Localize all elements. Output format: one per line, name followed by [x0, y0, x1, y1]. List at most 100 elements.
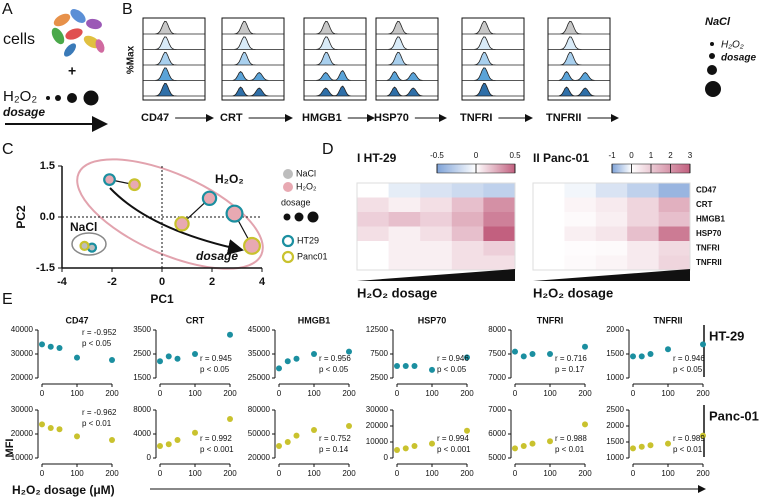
heatmap-cell	[595, 197, 628, 213]
x-axis-label: H₂O₂ dosage (μM)	[12, 483, 115, 497]
row-label: TNFRII	[696, 258, 722, 267]
dosage-label: dosage	[3, 105, 45, 119]
histogram-ridge	[376, 86, 438, 97]
heatmap-cell	[627, 197, 659, 213]
heatmap-cell	[483, 197, 516, 213]
x-axis-label: H₂O₂ dosage	[533, 285, 613, 300]
x-tick-label: 100	[543, 389, 557, 398]
panel-label: E	[2, 291, 13, 308]
legend-label: NaCl	[296, 168, 316, 178]
heatmap-cell	[658, 241, 691, 256]
marker-label: TNFRII	[546, 112, 581, 124]
annotation: r = 0.716	[555, 354, 587, 363]
x-tick-label: 200	[696, 389, 710, 398]
heatmap-cell	[564, 255, 597, 271]
panel-label: D	[322, 141, 334, 158]
histogram-ridge	[548, 70, 610, 81]
y-tick-label: 2500	[133, 349, 151, 358]
histogram-ridge	[376, 20, 438, 35]
histogram-frame	[142, 17, 206, 101]
data-point	[429, 366, 435, 373]
annotation: p < 0.05	[437, 365, 467, 374]
row-label: CD47	[696, 185, 717, 194]
data-point	[157, 443, 163, 449]
y-tick-label: 8000	[133, 405, 151, 414]
data-point	[165, 353, 172, 360]
x-tick-label: 100	[425, 389, 439, 398]
x-tick-label: 0	[631, 469, 636, 478]
data-point	[582, 343, 588, 350]
annotation: r = 0.945	[200, 354, 232, 363]
data-point	[512, 445, 518, 452]
heatmap-cell	[627, 241, 659, 256]
annotation: p < 0.001	[200, 445, 234, 454]
data-point	[192, 351, 198, 357]
data-point	[665, 346, 671, 353]
heatmap-cell	[420, 212, 453, 227]
y-tick-label: 30000	[11, 405, 34, 414]
data-point	[109, 357, 115, 363]
heatmap-cell	[451, 226, 484, 242]
data-point	[56, 345, 63, 351]
histogram-ridge	[222, 86, 284, 97]
x-tick-label: 200	[223, 389, 237, 398]
y-tick-label: 8000	[488, 325, 506, 334]
x-tick-label: 200	[342, 469, 356, 478]
pca-point	[174, 216, 190, 232]
data-point	[394, 363, 400, 369]
heatmap-cell	[388, 197, 421, 213]
data-point	[56, 426, 63, 433]
histogram-ridge	[548, 36, 610, 50]
marker-label: TNFRI	[460, 112, 492, 124]
x-tick-label: 100	[543, 469, 557, 478]
y-tick-label: 10000	[366, 437, 389, 446]
data-point	[700, 341, 706, 348]
x-axis-label: PC1	[150, 292, 174, 306]
data-point	[700, 432, 706, 439]
colorbar-tick-label: 0	[629, 151, 634, 160]
histogram-ridge	[462, 36, 524, 50]
heatmap-cell	[451, 241, 484, 256]
row-label: HT-29	[709, 328, 744, 343]
histogram-frame	[221, 17, 285, 101]
data-point	[402, 445, 409, 452]
y-tick-label: 30000	[11, 349, 34, 358]
histogram-ridge	[462, 82, 524, 97]
row-label: Panc-01	[709, 408, 759, 423]
heatmap-cell	[533, 226, 565, 242]
legend-label: H₂O₂	[296, 181, 317, 191]
y-tick-label: 20000	[11, 429, 34, 438]
heatmap-cell	[658, 183, 691, 198]
colorbar-tick-label: 0	[474, 151, 479, 160]
y-tick-label: 3500	[133, 325, 151, 334]
heatmap-cell	[483, 241, 516, 256]
heatmap-cell	[564, 241, 597, 256]
data-point	[227, 416, 233, 422]
heatmap-cell	[420, 197, 453, 213]
legend-size	[283, 213, 291, 221]
heatmap-cell	[357, 241, 389, 256]
x-tick-label: 100	[70, 389, 84, 398]
heatmap-cell	[595, 255, 628, 271]
y-tick-label: 2000	[606, 325, 624, 334]
histogram-ridge	[143, 51, 205, 66]
annotation: p < 0.05	[200, 365, 230, 374]
histogram-ridge	[462, 67, 524, 81]
histogram-ridge	[548, 20, 610, 35]
heatmap-cell	[564, 212, 597, 227]
y-tick-label: 1500	[606, 437, 624, 446]
annotation: H₂O₂	[215, 172, 244, 186]
histogram-ridge	[304, 70, 366, 81]
legend-label: Panc01	[297, 251, 328, 261]
annotation: r = -0.962	[82, 408, 117, 417]
annotation: p < 0.01	[673, 445, 703, 454]
plot-title: CD47	[65, 315, 88, 325]
histogram-ridge	[548, 51, 610, 66]
data-point	[411, 363, 418, 369]
data-point	[411, 443, 418, 449]
data-point	[346, 423, 352, 429]
y-tick-label: 7500	[488, 349, 506, 358]
plot-title: CRT	[186, 315, 205, 325]
data-point	[647, 351, 654, 357]
y-tick-label: 7000	[488, 373, 506, 382]
